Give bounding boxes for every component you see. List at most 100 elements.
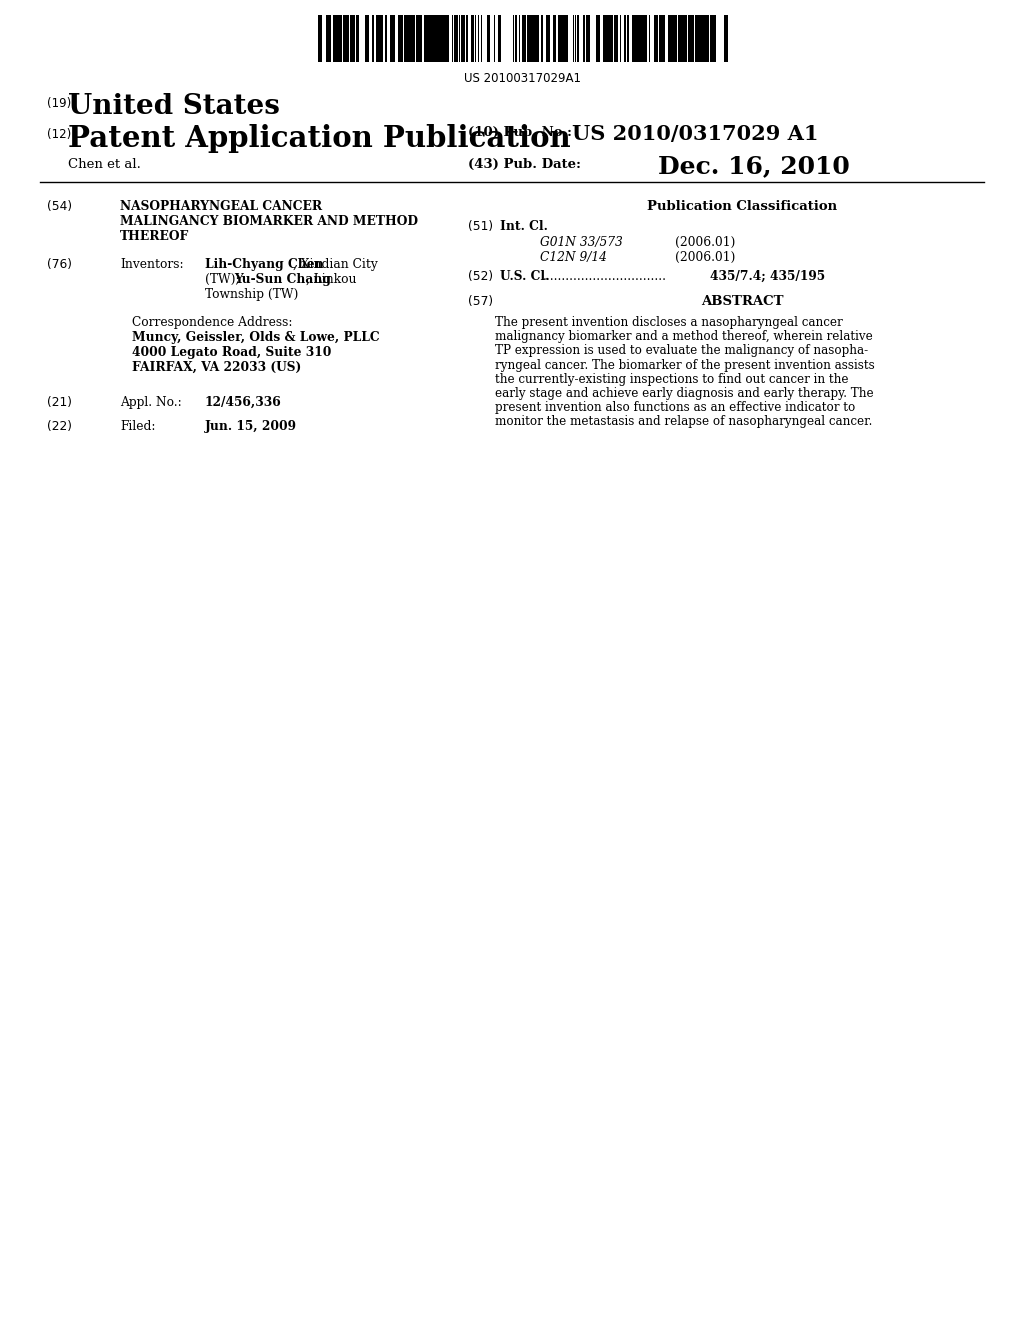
Bar: [322, 15, 324, 62]
Bar: [455, 15, 458, 62]
Text: (12): (12): [47, 128, 72, 141]
Bar: [357, 15, 359, 62]
Bar: [416, 15, 419, 62]
Bar: [449, 15, 452, 62]
Bar: [319, 15, 322, 62]
Bar: [541, 15, 543, 62]
Bar: [662, 15, 663, 62]
Bar: [530, 15, 534, 62]
Bar: [347, 15, 349, 62]
Bar: [695, 15, 697, 62]
Text: (76): (76): [47, 257, 72, 271]
Bar: [339, 15, 342, 62]
Bar: [318, 15, 319, 62]
Bar: [333, 15, 336, 62]
Bar: [565, 15, 568, 62]
Bar: [419, 15, 422, 62]
Text: C12N 9/14: C12N 9/14: [540, 251, 607, 264]
Bar: [522, 15, 524, 62]
Bar: [471, 15, 473, 62]
Bar: [479, 15, 481, 62]
Text: present invention also functions as an effective indicator to: present invention also functions as an e…: [495, 401, 855, 414]
Bar: [600, 15, 603, 62]
Bar: [554, 15, 556, 62]
Text: G01N 33/573: G01N 33/573: [540, 236, 623, 249]
Bar: [362, 15, 365, 62]
Text: THEREOF: THEREOF: [120, 230, 189, 243]
Bar: [662, 15, 663, 62]
Bar: [377, 15, 379, 62]
Bar: [635, 15, 638, 62]
Bar: [326, 15, 328, 62]
Bar: [624, 15, 626, 62]
Bar: [461, 15, 464, 62]
Bar: [434, 15, 437, 62]
Bar: [569, 15, 571, 62]
Text: Filed:: Filed:: [120, 420, 156, 433]
Text: Lih-Chyang Chen: Lih-Chyang Chen: [205, 257, 324, 271]
Bar: [583, 15, 585, 62]
Bar: [534, 15, 535, 62]
Bar: [725, 15, 728, 62]
Bar: [577, 15, 579, 62]
Bar: [560, 15, 563, 62]
Bar: [539, 15, 541, 62]
Bar: [558, 15, 560, 62]
Bar: [365, 15, 367, 62]
Bar: [328, 15, 330, 62]
Text: US 20100317029A1: US 20100317029A1: [465, 73, 582, 84]
Bar: [441, 15, 443, 62]
Bar: [635, 15, 638, 62]
Bar: [471, 15, 473, 62]
Bar: [350, 15, 353, 62]
Bar: [669, 15, 671, 62]
Bar: [616, 15, 618, 62]
Bar: [439, 15, 441, 62]
Bar: [556, 15, 558, 62]
Text: ABSTRACT: ABSTRACT: [700, 294, 783, 308]
Text: 12/456,336: 12/456,336: [205, 396, 282, 409]
Bar: [563, 15, 565, 62]
Bar: [673, 15, 675, 62]
Text: US 2010/0317029 A1: US 2010/0317029 A1: [572, 124, 818, 144]
Bar: [607, 15, 609, 62]
Bar: [357, 15, 359, 62]
Bar: [381, 15, 383, 62]
Text: (52): (52): [468, 271, 494, 282]
Bar: [404, 15, 407, 62]
Bar: [428, 15, 430, 62]
Bar: [633, 15, 635, 62]
Bar: [377, 15, 379, 62]
Bar: [498, 15, 501, 62]
Bar: [603, 15, 605, 62]
Bar: [701, 15, 705, 62]
Bar: [697, 15, 699, 62]
Bar: [705, 15, 708, 62]
Bar: [369, 15, 372, 62]
Bar: [655, 15, 658, 62]
Bar: [485, 15, 487, 62]
Bar: [345, 15, 347, 62]
Bar: [455, 15, 458, 62]
Text: ................................: ................................: [543, 271, 667, 282]
Text: (22): (22): [47, 420, 72, 433]
Bar: [401, 15, 403, 62]
Bar: [541, 15, 543, 62]
Text: (19): (19): [47, 96, 72, 110]
Bar: [605, 15, 607, 62]
Text: (51): (51): [468, 220, 494, 234]
Bar: [679, 15, 682, 62]
Bar: [347, 15, 349, 62]
Bar: [503, 15, 505, 62]
Bar: [655, 15, 658, 62]
Bar: [527, 15, 530, 62]
Bar: [548, 15, 550, 62]
Bar: [505, 15, 508, 62]
Bar: [385, 15, 387, 62]
Bar: [594, 15, 596, 62]
Bar: [447, 15, 449, 62]
Bar: [390, 15, 393, 62]
Text: (21): (21): [47, 396, 72, 409]
Bar: [607, 15, 609, 62]
Text: FAIRFAX, VA 22033 (US): FAIRFAX, VA 22033 (US): [132, 360, 301, 374]
